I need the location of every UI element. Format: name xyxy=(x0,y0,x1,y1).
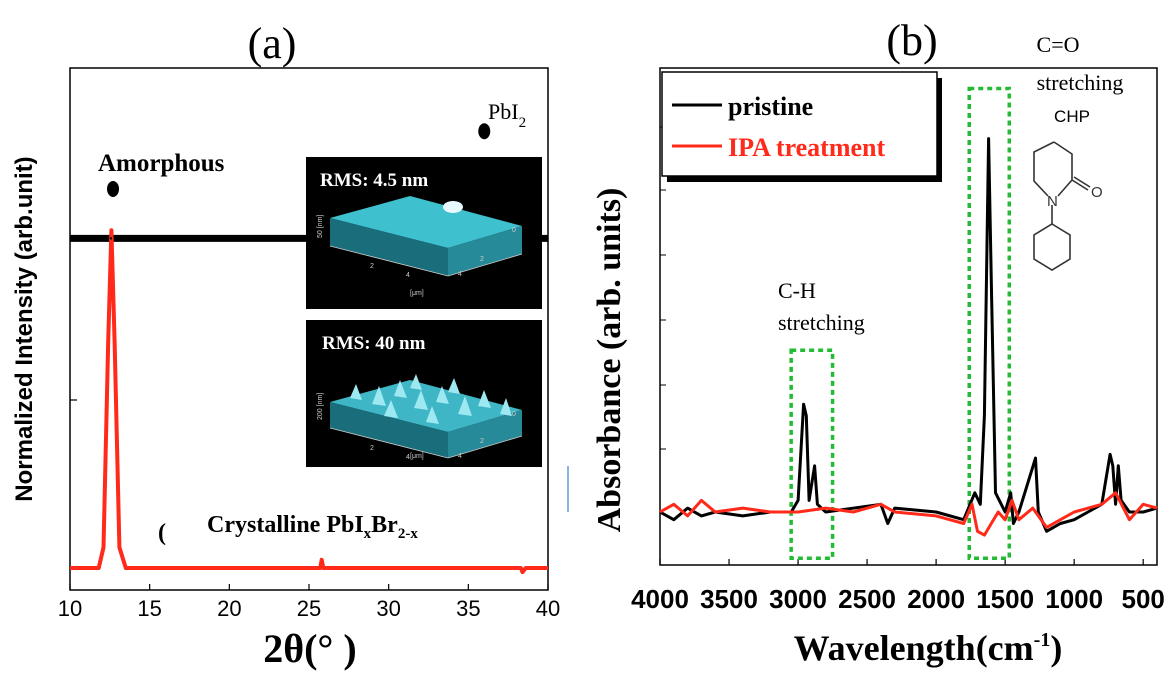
ch-label-line2: stretching xyxy=(778,310,865,335)
svg-text:4: 4 xyxy=(406,454,410,461)
series-pristine xyxy=(659,137,1158,533)
inset-bottom-rms: RMS: 40 nm xyxy=(322,333,426,354)
panel-b-x-tick-label: 1000 xyxy=(1045,584,1103,614)
svg-text:2: 2 xyxy=(370,445,374,452)
panel-a-x-tick-label: 35 xyxy=(456,596,480,621)
amorphous-label: Amorphous xyxy=(98,150,225,177)
legend-label-pristine: pristine xyxy=(728,92,813,121)
svg-text:[μm]: [μm] xyxy=(410,453,424,460)
svg-text:4: 4 xyxy=(458,271,462,278)
panel-a-label: (a) xyxy=(248,19,297,68)
panel-b-series xyxy=(659,137,1158,537)
series-crystalline-pbixbr2-x xyxy=(70,228,548,575)
panel-b-label: (b) xyxy=(886,16,937,65)
highlight-box xyxy=(967,86,1012,560)
inset-top-rms: RMS: 4.5 nm xyxy=(320,170,428,191)
co-label-line2: stretching xyxy=(1037,70,1124,95)
panel-b-y-axis-label: Absorbance (arb. units) xyxy=(591,188,628,533)
panel-a-x-tick-label: 15 xyxy=(137,596,161,621)
crystalline-label: Crystalline PbIxBr2-x xyxy=(207,512,418,542)
svg-text:2: 2 xyxy=(480,256,484,263)
svg-text:2: 2 xyxy=(480,438,484,445)
panel-b-y-ticks xyxy=(660,126,666,450)
panel-a-markers xyxy=(107,123,491,197)
highlight-box xyxy=(789,348,835,560)
svg-text:0: 0 xyxy=(512,227,516,234)
svg-text:0: 0 xyxy=(512,411,516,418)
marker-circle xyxy=(478,123,491,140)
chp-label: CHP xyxy=(1054,107,1090,126)
panel-a-x-tick-label: 10 xyxy=(58,596,82,621)
legend-label-ipa: IPA treatment xyxy=(728,133,885,162)
panel-a-x-ticks: 10 15 20 25 30 35 40 xyxy=(58,584,560,621)
chp-atom-n: N xyxy=(1047,193,1058,210)
panel-b-frame xyxy=(659,67,1158,566)
panel-b-x-tick-label: 1500 xyxy=(976,584,1034,614)
panel-b-x-tick-label: 3500 xyxy=(700,584,758,614)
panel-b-x-tick-label: 2500 xyxy=(838,584,896,614)
afm-inset-bottom: RMS: 40 nm 200 [nm] 2 4 0 2 4 [μm] xyxy=(306,320,542,467)
co-label-line1: C=O xyxy=(1037,32,1080,57)
afm-inset-top: RMS: 4.5 nm 50 [nm] 2 4 0 2 4 [μm] xyxy=(306,157,542,309)
panel-a-x-tick-label: 20 xyxy=(217,596,241,621)
svg-text:4: 4 xyxy=(458,453,462,460)
panel-b-x-tick-label: 4000 xyxy=(631,584,689,614)
panel-a-x-tick-label: 25 xyxy=(297,596,321,621)
svg-text:4: 4 xyxy=(406,272,410,279)
panel-b-x-axis-label: Wavelength(cm-1) xyxy=(794,628,1063,668)
chp-molecule-icon xyxy=(1033,141,1091,271)
svg-text:50 [nm]: 50 [nm] xyxy=(317,215,324,238)
panel-b-x-tick-label: 500 xyxy=(1121,584,1164,614)
panel-b-x-ticks: 4000 3500 3000 2500 2000 1500 1000 500 xyxy=(631,559,1165,614)
panel-a-y-axis-label: Normalized Intensity (arb.unit) xyxy=(11,156,38,501)
ch-label-line1: C-H xyxy=(778,278,816,303)
svg-text:[μm]: [μm] xyxy=(410,290,424,297)
marker-circle xyxy=(107,180,120,197)
panel-a-x-tick-label: 40 xyxy=(536,596,560,621)
svg-text:2: 2 xyxy=(370,263,374,270)
pbi2-label: PbI2 xyxy=(488,99,526,131)
crystalline-marker-glyph: ( xyxy=(158,520,166,546)
series-ipa-treatment xyxy=(659,491,1158,537)
panel-b-x-tick-label: 2000 xyxy=(907,584,965,614)
chp-atom-o: O xyxy=(1091,184,1103,201)
panel-b-legend: pristine IPA treatment xyxy=(661,71,942,182)
panel-b-x-tick-label: 3000 xyxy=(769,584,827,614)
panel-a-x-axis-label: 2θ(° ) xyxy=(263,626,357,671)
panel-a-x-tick-label: 30 xyxy=(376,596,400,621)
svg-text:200 [nm]: 200 [nm] xyxy=(317,393,324,420)
panel-b-highlight-boxes xyxy=(789,86,1012,560)
